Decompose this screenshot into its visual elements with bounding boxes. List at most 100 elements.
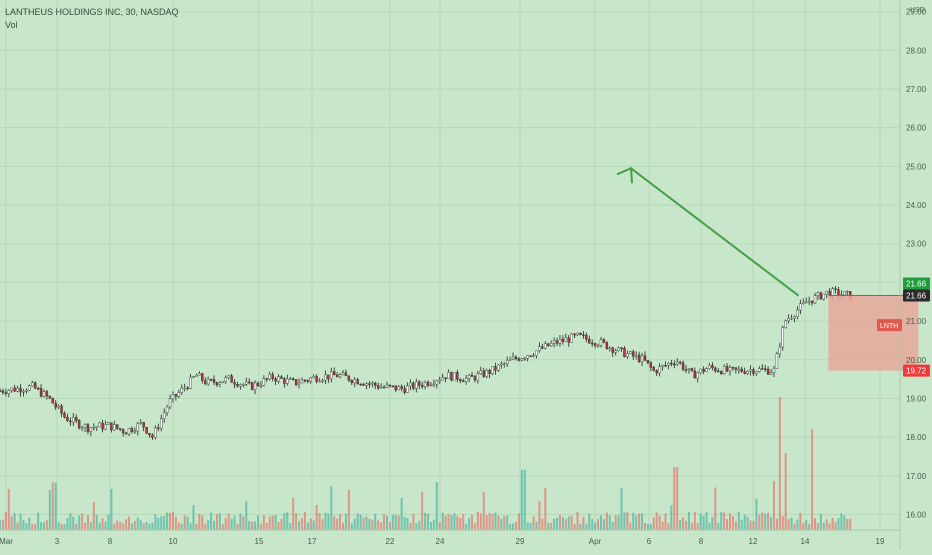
volume-indicator-label[interactable]: Vol xyxy=(5,20,18,30)
currency-label: USD xyxy=(910,7,925,14)
volume-bar xyxy=(494,512,497,530)
risk-zone-box xyxy=(828,295,919,371)
volume-bar xyxy=(526,522,529,530)
candle-body xyxy=(749,369,752,372)
candle-body xyxy=(728,366,732,372)
candle-body xyxy=(781,327,784,348)
volume-bar xyxy=(347,489,350,530)
volume-bar xyxy=(186,516,189,530)
volume-bar xyxy=(717,523,720,530)
volume-bar xyxy=(415,523,418,530)
time-axis[interactable]: Mar 3 8 10 15 17 22 24 29 Apr 6 8 12 14 19 xyxy=(0,537,885,546)
volume-bar xyxy=(130,523,133,530)
volume-bar xyxy=(635,515,638,530)
candle-body xyxy=(124,432,128,435)
volume-bar xyxy=(553,518,556,530)
volume-bar xyxy=(344,513,347,530)
volume-bar xyxy=(51,482,54,530)
price-axis[interactable]: 16.0017.0018.0019.0020.0021.0022.0023.00… xyxy=(906,7,927,520)
candle-body xyxy=(585,334,588,340)
candle-body xyxy=(740,368,743,372)
candle-body xyxy=(711,365,714,369)
price-tick-label: 21.00 xyxy=(906,317,927,326)
volume-bar xyxy=(151,522,154,530)
volume-bar xyxy=(708,522,711,530)
volume-bar xyxy=(397,515,400,530)
candle-body xyxy=(629,351,632,354)
volume-bar xyxy=(412,513,415,530)
volume-bar xyxy=(312,520,315,530)
candle-body xyxy=(731,366,735,369)
candle-body xyxy=(746,370,749,374)
volume-bar xyxy=(221,524,224,530)
candle-body xyxy=(330,371,333,380)
time-tick-label: Mar xyxy=(0,537,13,546)
volume-bar xyxy=(556,517,559,530)
candle-body xyxy=(649,362,653,368)
volume-bar xyxy=(113,523,116,530)
candle-body xyxy=(10,387,13,391)
candle-body xyxy=(403,388,406,393)
candle-body xyxy=(634,354,638,357)
volume-bar xyxy=(242,516,245,530)
volume-bar xyxy=(16,522,19,530)
candle-body xyxy=(376,385,380,389)
volume-bar xyxy=(86,515,89,530)
candle-body xyxy=(752,369,755,374)
time-tick-label: 15 xyxy=(255,537,264,546)
time-tick-label: 17 xyxy=(308,537,317,546)
candle-body xyxy=(242,384,245,386)
candle-body xyxy=(224,377,227,382)
projection-arrow-line xyxy=(630,167,800,297)
candle-body xyxy=(209,379,213,381)
candle-body xyxy=(664,364,667,367)
volume-bar xyxy=(453,513,456,530)
candle-body xyxy=(154,427,157,438)
volume-bar xyxy=(462,514,465,530)
time-tick-label: 3 xyxy=(55,537,60,546)
volume-bar xyxy=(811,429,814,530)
volume-bar xyxy=(758,514,761,530)
candle-body xyxy=(324,374,327,381)
candle-body xyxy=(312,376,315,379)
volume-bar xyxy=(427,513,430,530)
candle-body xyxy=(602,339,606,343)
volume-bar xyxy=(512,523,515,530)
candle-body xyxy=(687,368,691,370)
candle-body xyxy=(570,333,573,343)
candle-body xyxy=(45,391,49,397)
symbol-title[interactable]: LANTHEUS HOLDINGS INC, 30, NASDAQ xyxy=(5,7,179,17)
volume-bar xyxy=(476,511,479,530)
volume-bar xyxy=(268,516,271,530)
volume-bar xyxy=(7,488,10,530)
volume-bar xyxy=(687,511,690,530)
volume-bar xyxy=(843,515,846,530)
candle-body xyxy=(253,382,257,390)
candle-body xyxy=(368,383,371,385)
volume-bar xyxy=(142,523,145,530)
volume-bar xyxy=(734,521,737,530)
candle-body xyxy=(646,360,650,363)
candle-body xyxy=(599,339,603,346)
candle-body xyxy=(576,332,579,336)
candle-body xyxy=(670,362,673,365)
time-tick-label: 12 xyxy=(749,537,758,546)
volume-bar xyxy=(509,523,512,530)
volume-bar xyxy=(728,513,731,530)
volume-bar xyxy=(78,515,81,530)
volume-bar xyxy=(564,519,567,530)
candle-body xyxy=(335,374,339,378)
volume-bar xyxy=(418,520,421,530)
volume-bar xyxy=(523,469,526,530)
candle-body xyxy=(699,368,702,374)
price-tick-label: 26.00 xyxy=(906,124,927,133)
time-tick-label: 10 xyxy=(169,537,178,546)
candle-body xyxy=(195,374,198,377)
volume-bar xyxy=(277,522,280,530)
volume-bar xyxy=(359,514,362,530)
candle-body xyxy=(737,368,740,371)
volume-bar xyxy=(447,514,450,530)
